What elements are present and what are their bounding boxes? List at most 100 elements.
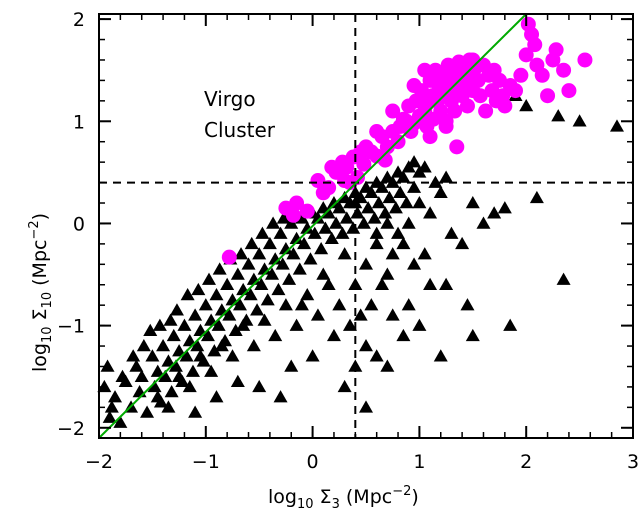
- triangle-point: [375, 277, 390, 290]
- triangle-point: [147, 379, 162, 393]
- triangle-point: [439, 170, 454, 183]
- circle-point: [478, 103, 494, 119]
- triangle-point: [356, 216, 371, 229]
- triangle-point: [244, 236, 259, 250]
- triangle-point: [407, 257, 422, 270]
- x-tick-label: 1: [413, 451, 425, 473]
- triangle-point: [305, 349, 320, 362]
- triangle-point: [289, 318, 304, 331]
- triangle-point: [204, 364, 219, 377]
- triangle-point: [503, 318, 518, 331]
- y-tick-label: 0: [73, 213, 85, 235]
- x-axis-label: log10 Σ3 (Mpc−2): [268, 484, 419, 512]
- triangle-point: [172, 344, 187, 357]
- x-tick-label: −1: [192, 451, 220, 473]
- triangle-point: [371, 196, 386, 209]
- triangle-point: [169, 303, 184, 316]
- triangle-point: [113, 415, 128, 428]
- circle-point: [508, 83, 524, 99]
- circle-point: [518, 47, 534, 63]
- triangle-point: [273, 390, 288, 403]
- triangle-point: [150, 364, 165, 377]
- triangle-point: [417, 247, 432, 260]
- triangle-point: [102, 410, 117, 423]
- triangle-point: [350, 206, 365, 219]
- triangle-point: [465, 196, 480, 209]
- x-tick-label: −2: [85, 451, 113, 473]
- triangle-point: [164, 385, 179, 398]
- triangle-point: [278, 298, 293, 311]
- triangle-point: [433, 349, 448, 362]
- triangle-point: [182, 379, 197, 393]
- triangle-point: [207, 344, 222, 357]
- triangle-point: [353, 308, 368, 321]
- triangle-point: [273, 226, 288, 239]
- triangle-point: [191, 282, 206, 296]
- y-tick-label: −1: [57, 316, 85, 338]
- triangle-point: [168, 359, 183, 372]
- triangle-point: [407, 155, 422, 168]
- circle-point: [497, 98, 513, 114]
- triangle-point: [220, 277, 235, 290]
- triangle-point: [339, 211, 354, 224]
- triangle-point: [222, 308, 237, 321]
- triangle-point: [326, 328, 341, 342]
- circle-point: [540, 88, 556, 104]
- triangle-point: [378, 206, 393, 219]
- triangle-point: [275, 257, 290, 270]
- triangle-point: [126, 349, 141, 362]
- triangle-point: [556, 272, 571, 285]
- triangle-point: [346, 221, 361, 234]
- triangle-point: [359, 400, 373, 413]
- triangle-point: [252, 247, 267, 260]
- triangle-point: [359, 257, 373, 270]
- circle-point: [527, 37, 543, 53]
- triangle-point: [158, 369, 173, 382]
- triangle-point: [255, 226, 270, 239]
- triangle-point: [284, 216, 299, 229]
- triangle-point: [232, 298, 247, 311]
- circle-point: [548, 42, 564, 58]
- triangle-point: [97, 379, 112, 393]
- triangle-point: [278, 241, 293, 255]
- triangle-point: [193, 349, 208, 362]
- triangle-point: [465, 328, 480, 342]
- triangle-point: [132, 385, 147, 398]
- x-tick-label: 0: [307, 451, 319, 473]
- circle-point: [406, 78, 422, 94]
- triangle-point: [143, 323, 158, 336]
- circle-point: [289, 195, 305, 211]
- triangle-point: [198, 298, 213, 311]
- triangle-point: [163, 313, 178, 326]
- triangle-point: [364, 185, 379, 199]
- triangle-point: [152, 318, 167, 331]
- triangle-point: [185, 364, 200, 377]
- one-to-one-line: [98, 13, 527, 439]
- annotation-line-1: Virgo: [204, 87, 256, 111]
- triangle-point: [100, 359, 115, 372]
- circle-point: [459, 98, 475, 114]
- triangle-point: [115, 369, 130, 382]
- circle-point: [422, 129, 438, 145]
- triangle-point: [252, 379, 267, 393]
- triangle-point: [401, 298, 416, 311]
- triangle-point: [314, 241, 329, 255]
- triangle-point: [310, 211, 325, 224]
- triangle-point: [289, 231, 304, 245]
- virgo-galaxy-markers: [221, 16, 593, 265]
- circle-point: [465, 52, 481, 68]
- circle-point: [561, 83, 577, 99]
- y-tick-label: −2: [57, 418, 85, 440]
- triangle-point: [179, 349, 194, 362]
- triangle-point: [145, 349, 160, 362]
- triangle-point: [367, 211, 382, 224]
- triangle-point: [476, 216, 491, 229]
- triangle-point: [385, 308, 400, 321]
- triangle-point: [212, 262, 227, 275]
- triangle-point: [236, 318, 251, 331]
- triangle-point: [265, 267, 280, 280]
- triangle-point: [202, 272, 217, 285]
- triangle-point: [342, 318, 357, 331]
- triangle-point: [161, 400, 176, 413]
